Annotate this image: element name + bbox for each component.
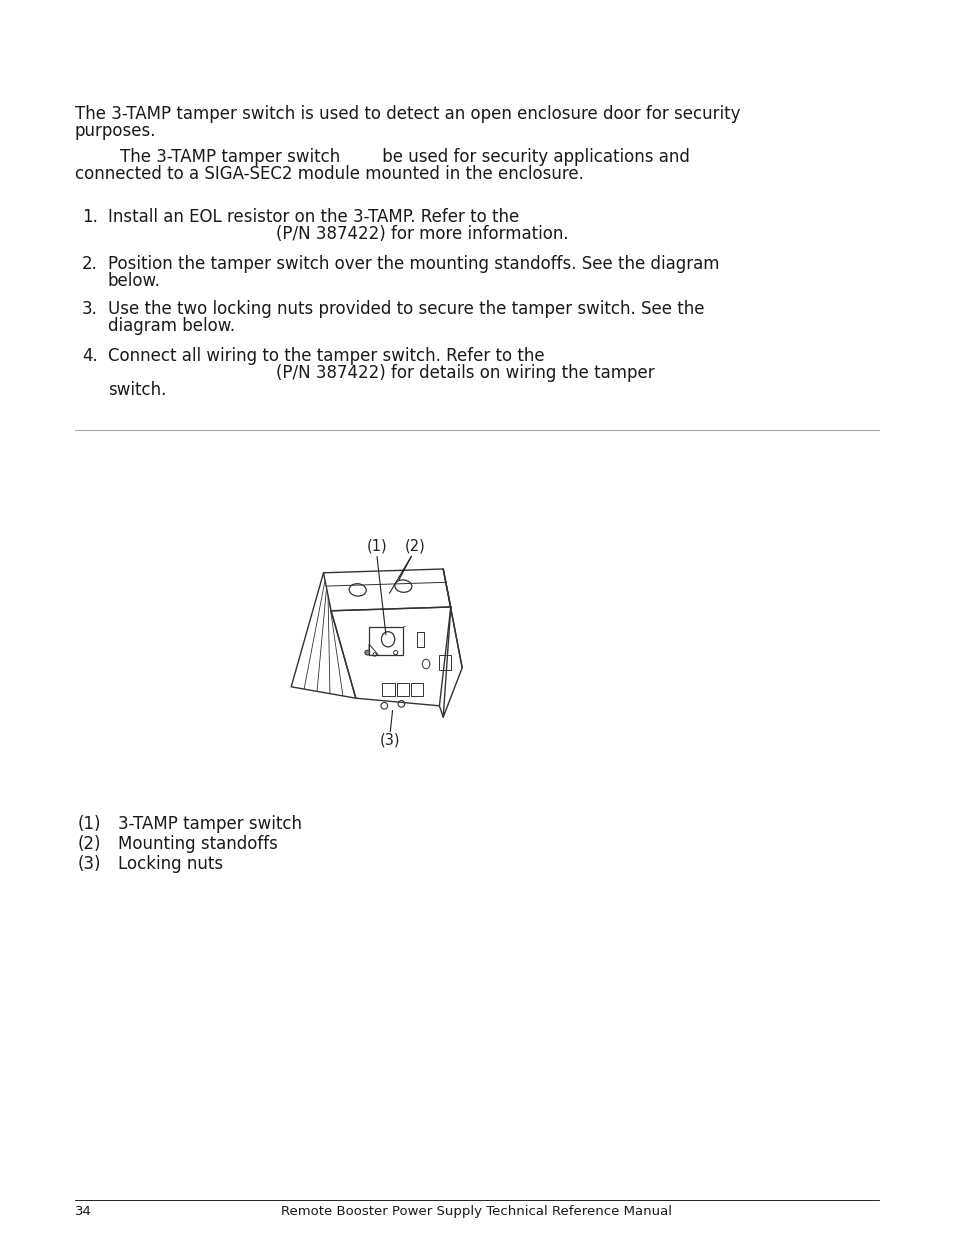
Text: (P/N 387422) for details on wiring the tamper: (P/N 387422) for details on wiring the t… — [108, 364, 654, 382]
Text: purposes.: purposes. — [75, 122, 156, 140]
Text: 3-TAMP tamper switch: 3-TAMP tamper switch — [118, 815, 302, 832]
Text: Install an EOL resistor on the 3-TAMP. Refer to the: Install an EOL resistor on the 3-TAMP. R… — [108, 207, 518, 226]
Text: below.: below. — [108, 272, 161, 290]
Bar — [369, 627, 403, 656]
Text: 3.: 3. — [82, 300, 98, 317]
Text: The 3-TAMP tamper switch is used to detect an open enclosure door for security: The 3-TAMP tamper switch is used to dete… — [75, 105, 740, 124]
Text: Position the tamper switch over the mounting standoffs. See the diagram: Position the tamper switch over the moun… — [108, 254, 719, 273]
Text: switch.: switch. — [108, 382, 166, 399]
Bar — [416, 631, 424, 647]
Text: 4.: 4. — [82, 347, 97, 366]
Text: Connect all wiring to the tamper switch. Refer to the: Connect all wiring to the tamper switch.… — [108, 347, 544, 366]
Text: (3): (3) — [78, 855, 101, 873]
Text: (P/N 387422) for more information.: (P/N 387422) for more information. — [108, 225, 568, 243]
Text: 2.: 2. — [82, 254, 98, 273]
Text: (2): (2) — [78, 835, 101, 853]
Text: 34: 34 — [75, 1205, 91, 1218]
Text: (1): (1) — [78, 815, 101, 832]
Text: Locking nuts: Locking nuts — [118, 855, 223, 873]
Bar — [396, 683, 409, 697]
Text: connected to a SIGA-SEC2 module mounted in the enclosure.: connected to a SIGA-SEC2 module mounted … — [75, 165, 583, 183]
Bar — [382, 683, 395, 697]
Bar — [411, 683, 423, 697]
Text: Use the two locking nuts provided to secure the tamper switch. See the: Use the two locking nuts provided to sec… — [108, 300, 703, 317]
Text: (3): (3) — [379, 732, 400, 747]
Text: Remote Booster Power Supply Technical Reference Manual: Remote Booster Power Supply Technical Re… — [281, 1205, 672, 1218]
Ellipse shape — [364, 650, 369, 655]
Text: Mounting standoffs: Mounting standoffs — [118, 835, 277, 853]
Text: (1): (1) — [366, 538, 387, 553]
Text: diagram below.: diagram below. — [108, 317, 234, 335]
Text: (2): (2) — [404, 538, 425, 553]
Text: The 3-TAMP tamper switch        be used for security applications and: The 3-TAMP tamper switch be used for sec… — [120, 148, 689, 165]
Bar — [439, 655, 451, 669]
Text: 1.: 1. — [82, 207, 98, 226]
